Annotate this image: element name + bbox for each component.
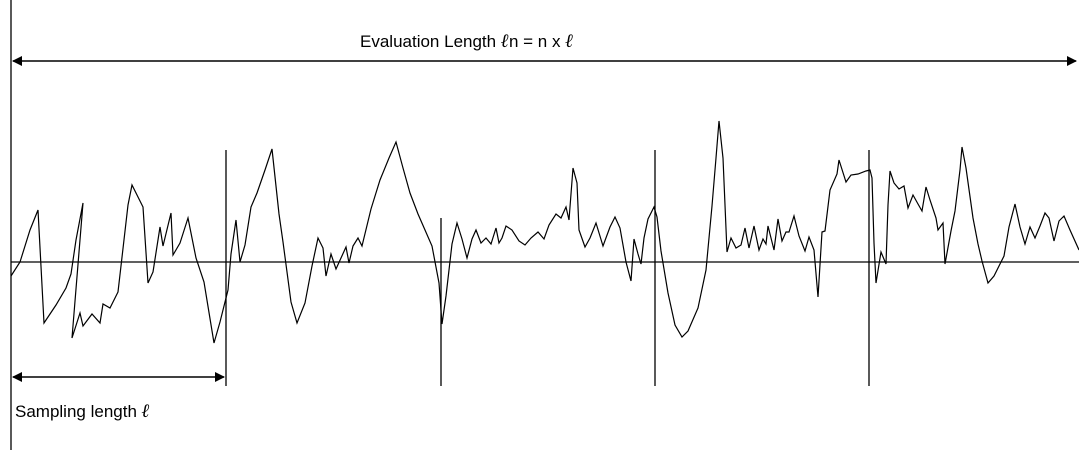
sampling-length-label: Sampling length ℓ <box>15 400 150 422</box>
evaluation-length-label: Evaluation Length ℓn = n x ℓ <box>360 30 573 52</box>
roughness-profile <box>10 120 1079 344</box>
